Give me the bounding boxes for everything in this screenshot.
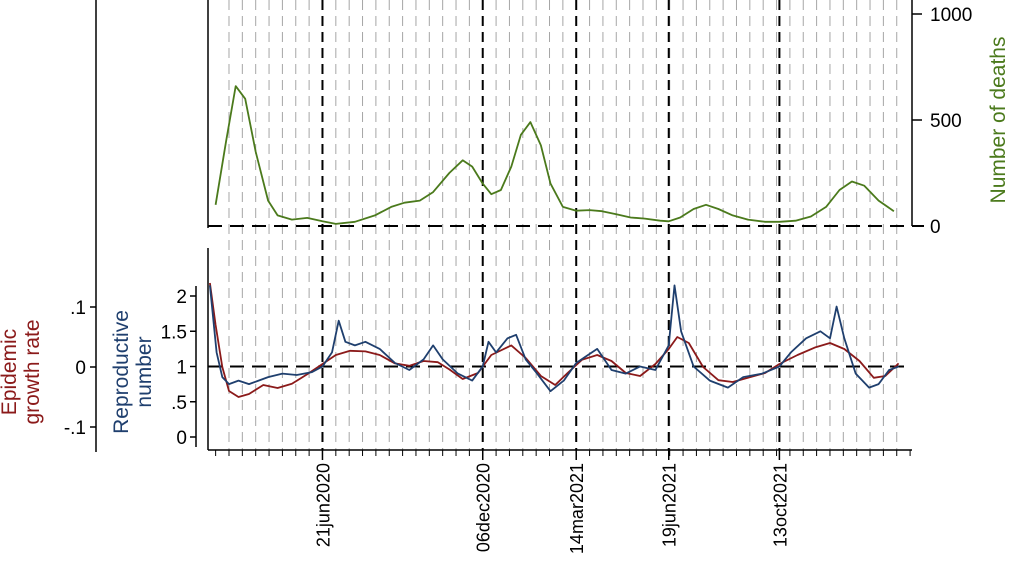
series-lines [209,85,900,398]
r-tick-label: 1.5 [161,322,187,343]
x-tick-label: 19jun2021 [660,463,680,547]
growth-tick-label: .1 [70,298,86,319]
deaths-tick-label: 0 [930,217,941,238]
ylabel-growth-rate: Epidemicgrowth rate [0,319,44,424]
x-tick-label: 06dec2020 [474,463,494,552]
r-tick-label: .5 [171,393,187,414]
ylabel-deaths: Number of deaths [987,37,1010,204]
growth-tick-label: -.1 [64,418,86,439]
r-tick-label: 1 [176,358,187,379]
r-tick-label: 0 [176,428,187,449]
x-tick-label: 14mar2021 [567,463,587,554]
x-tick-label: 13oct2021 [770,463,790,547]
ylabel-reproductive-number: Reproductivenumber [110,310,156,434]
growth-tick-label: 0 [75,358,86,379]
growth-rate-series-line [209,282,900,398]
x-tick-label: 21jun2020 [313,463,333,547]
reproductive-number-series-line [209,284,899,393]
axes: 21jun2020 06dec2020 14mar2021 19jun2021 13oc… [64,0,972,554]
reference-lines [208,0,924,450]
r-tick-label: 2 [176,287,187,308]
deaths-series-line [214,85,895,225]
deaths-tick-label: 1000 [930,5,972,26]
deaths-tick-label: 500 [930,111,962,132]
